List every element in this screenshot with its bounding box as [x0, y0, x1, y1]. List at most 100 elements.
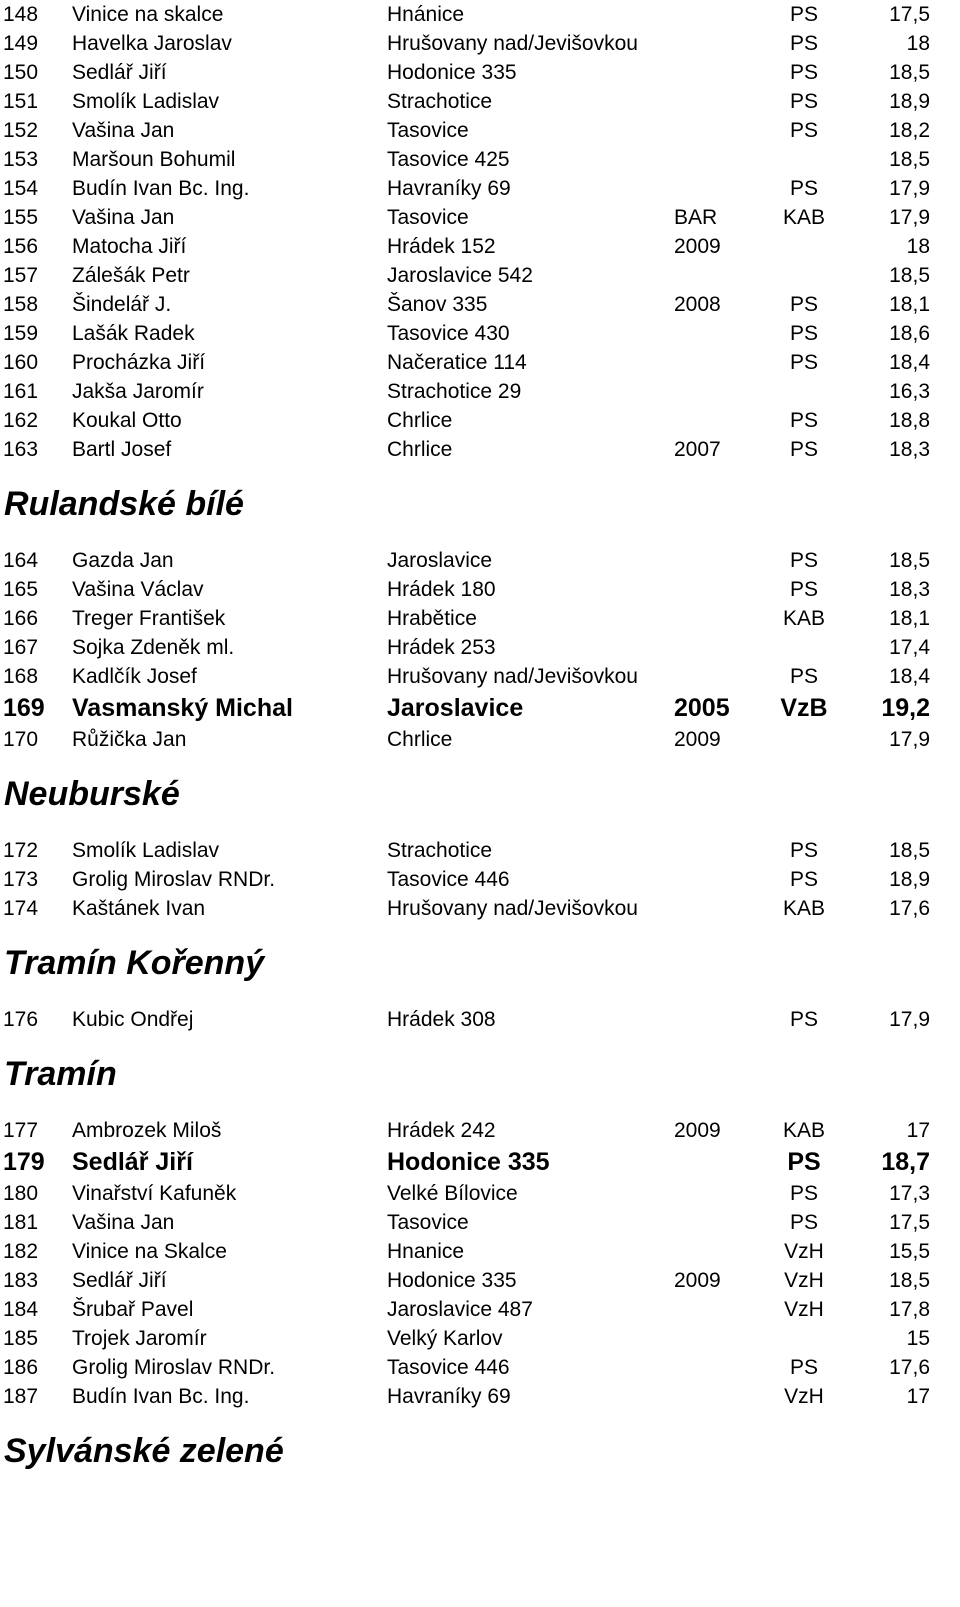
entry-number: 185 — [3, 1327, 39, 1350]
section-heading: Tramín — [4, 1055, 117, 1093]
entry-number: 174 — [3, 897, 39, 920]
table-row: 155 Vašina Jan Tasovice BAR KAB 17,9 — [0, 203, 960, 232]
entry-mark: PS — [789, 177, 818, 200]
entry-place: Hrádek 242 — [387, 1119, 496, 1142]
table-row: 187 Budín Ivan Bc. Ing. Havraníky 69 VzH 17 — [0, 1382, 960, 1411]
entry-name: Budín Ivan Bc. Ing. — [72, 177, 250, 200]
entry-mark: PS — [789, 351, 818, 374]
entry-place: Jaroslavice 487 — [387, 1298, 533, 1321]
entry-place: Jaroslavice 542 — [387, 264, 533, 287]
entry-number: 181 — [3, 1211, 39, 1234]
entry-score: 17,9 — [889, 206, 930, 229]
entry-place: Velký Karlov — [387, 1327, 503, 1350]
table-row: 176 Kubic Ondřej Hrádek 308 PS 17,9 — [0, 1005, 960, 1034]
entry-score: 18,5 — [889, 1269, 930, 1292]
entry-year: 2009 — [674, 235, 721, 258]
entry-place: Tasovice — [387, 206, 469, 229]
entry-place: Hrádek 253 — [387, 636, 496, 659]
table-row: 172 Smolík Ladislav Strachotice PS 18,5 — [0, 836, 960, 865]
entry-score: 17,6 — [889, 897, 930, 920]
table-row: 148 Vinice na skalce Hnánice PS 17,5 — [0, 0, 960, 29]
entry-place: Chrlice — [387, 409, 453, 432]
table-row: 170 Růžička Jan Chrlice 2009 17,9 — [0, 725, 960, 754]
entry-number: 169 — [3, 694, 45, 722]
entry-mark: VzH — [784, 1269, 824, 1292]
entry-number: 180 — [3, 1182, 39, 1205]
entry-number: 151 — [3, 90, 39, 113]
entry-number: 172 — [3, 839, 39, 862]
entry-place: Tasovice 425 — [387, 148, 510, 171]
entry-name: Ambrozek Miloš — [72, 1119, 222, 1142]
entry-number: 155 — [3, 206, 39, 229]
entry-place: Hodonice 335 — [387, 1269, 517, 1292]
entry-name: Gazda Jan — [72, 549, 174, 572]
entry-place: Jaroslavice — [387, 549, 493, 572]
entry-score: 18,9 — [889, 868, 930, 891]
entry-score: 17,3 — [889, 1182, 930, 1205]
section-heading: Sylvánské zelené — [4, 1432, 284, 1470]
entry-score: 18,6 — [889, 322, 930, 345]
entry-number: 165 — [3, 578, 39, 601]
table-row: 184 Šrubař Pavel Jaroslavice 487 VzH 17,8 — [0, 1295, 960, 1324]
entry-name: Havelka Jaroslav — [72, 32, 232, 55]
entry-mark: VzH — [784, 1385, 824, 1408]
entry-number: 186 — [3, 1356, 39, 1379]
entry-year: 2009 — [674, 1269, 721, 1292]
entry-place: Tasovice — [387, 119, 469, 142]
entry-place: Hrušovany nad/Jevišovkou — [387, 32, 638, 55]
entry-score: 17,6 — [889, 1356, 930, 1379]
entry-place: Strachotice — [387, 839, 493, 862]
entry-score: 17,5 — [889, 3, 930, 26]
entry-mark: PS — [789, 839, 818, 862]
entry-score: 18,2 — [889, 119, 930, 142]
entry-number: 182 — [3, 1240, 39, 1263]
entry-place: Hnánice — [387, 3, 465, 26]
entry-name: Lašák Radek — [72, 322, 195, 345]
entry-name: Sojka Zdeněk ml. — [72, 636, 235, 659]
entry-score: 15,5 — [889, 1240, 930, 1263]
entry-place: Načeratice 114 — [387, 351, 527, 374]
entry-place: Tasovice 446 — [387, 1356, 510, 1379]
entry-number: 177 — [3, 1119, 39, 1142]
entry-number: 154 — [3, 177, 39, 200]
entry-score: 17,8 — [889, 1298, 930, 1321]
entry-place: Šanov 335 — [387, 293, 488, 316]
entry-number: 159 — [3, 322, 39, 345]
table-row: 180 Vinařství Kafuněk Velké Bílovice PS 17,3 — [0, 1179, 960, 1208]
entry-name: Kubic Ondřej — [72, 1008, 194, 1031]
entry-name: Vinice na skalce — [72, 3, 224, 26]
entry-mark: PS — [789, 3, 818, 26]
entry-score: 18,9 — [889, 90, 930, 113]
entry-place: Chrlice — [387, 438, 453, 461]
entry-score: 19,2 — [881, 694, 930, 722]
section-heading: Tramín Kořenný — [4, 944, 265, 982]
table-row: 150 Sedlář Jiří Hodonice 335 PS 18,5 — [0, 58, 960, 87]
entry-score: 18,3 — [889, 438, 930, 461]
entry-name: Šrubař Pavel — [72, 1298, 194, 1321]
entry-name: Bartl Josef — [72, 438, 172, 461]
entry-score: 17,9 — [889, 1008, 930, 1031]
entry-score: 18 — [906, 235, 930, 258]
entry-number: 152 — [3, 119, 39, 142]
entry-score: 18,5 — [889, 264, 930, 287]
entry-number: 164 — [3, 549, 39, 572]
entry-mark: PS — [789, 578, 818, 601]
entry-name: Maršoun Bohumil — [72, 148, 236, 171]
table-row: 152 Vašina Jan Tasovice PS 18,2 — [0, 116, 960, 145]
entry-year: 2009 — [674, 1119, 721, 1142]
entry-mark: PS — [789, 1182, 818, 1205]
entry-place: Strachotice — [387, 90, 493, 113]
entry-mark: VzH — [784, 1298, 824, 1321]
entry-score: 18,5 — [889, 148, 930, 171]
entry-place: Havraníky 69 — [387, 177, 511, 200]
entry-name: Vašina Jan — [72, 119, 175, 142]
entry-number: 166 — [3, 607, 39, 630]
entry-name: Růžička Jan — [72, 728, 187, 751]
table-row: 149 Havelka Jaroslav Hrušovany nad/Jevišov… — [0, 29, 960, 58]
table-row: 153 Maršoun Bohumil Tasovice 425 18,5 — [0, 145, 960, 174]
entry-name: Treger František — [72, 607, 226, 630]
section-heading: Neuburské — [4, 775, 180, 813]
entry-number: 160 — [3, 351, 39, 374]
entry-number: 176 — [3, 1008, 39, 1031]
table-row: 162 Koukal Otto Chrlice PS 18,8 — [0, 406, 960, 435]
